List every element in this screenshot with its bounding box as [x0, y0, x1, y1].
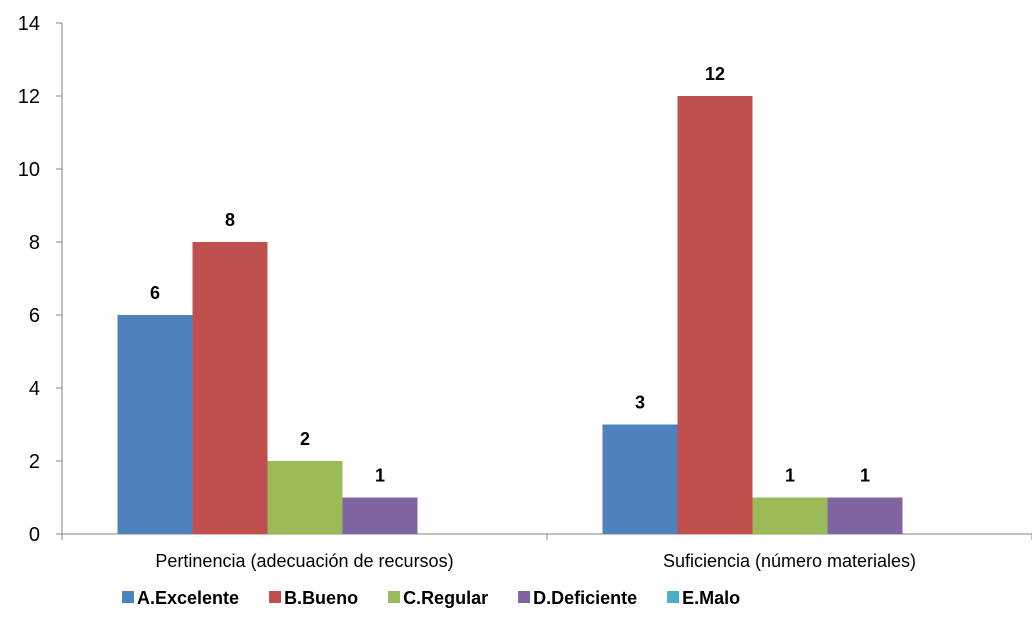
y-axis: 0 2 4 6 8 10 12 14 — [18, 13, 63, 546]
bar — [342, 497, 418, 534]
bar — [602, 424, 678, 534]
legend-swatch — [667, 591, 680, 603]
bars — [117, 96, 903, 534]
x-category-label: Suficiencia (número materiales) — [663, 551, 916, 571]
y-tick-label: 10 — [18, 159, 40, 181]
y-tick-label: 14 — [18, 13, 40, 35]
bar — [752, 497, 828, 534]
legend-swatch — [122, 591, 134, 603]
legend-label: D.Deficiente — [533, 588, 637, 608]
data-label: 8 — [225, 210, 235, 230]
bar — [117, 315, 193, 534]
data-label: 3 — [635, 393, 645, 413]
y-tick-label: 0 — [29, 524, 40, 546]
y-tick-label: 12 — [18, 86, 40, 108]
legend: A.Excelente B.Bueno C.Regular D.Deficiente E… — [122, 588, 740, 608]
legend-label: A.Excelente — [137, 588, 239, 608]
x-axis: Pertinencia (adecuación de recursos) Sufi… — [61, 533, 1032, 571]
data-label: 1 — [785, 466, 795, 486]
y-tick-label: 2 — [29, 451, 40, 473]
legend-label: B.Bueno — [284, 588, 358, 608]
bar — [192, 242, 268, 534]
y-tick-label: 4 — [29, 378, 40, 400]
legend-swatch — [518, 591, 531, 603]
legend-label: E.Malo — [682, 588, 740, 608]
legend-swatch — [269, 591, 282, 603]
y-tick-label: 6 — [29, 305, 40, 327]
y-tick-label: 8 — [29, 232, 40, 254]
data-label: 2 — [300, 429, 310, 449]
bar — [827, 497, 903, 534]
data-label: 1 — [860, 466, 870, 486]
bar — [677, 96, 753, 534]
data-label: 6 — [150, 283, 160, 303]
legend-swatch — [388, 591, 401, 603]
data-labels: 6 8 2 1 3 12 1 1 — [150, 64, 870, 486]
data-label: 1 — [375, 466, 385, 486]
bar — [267, 461, 343, 534]
x-category-label: Pertinencia (adecuación de recursos) — [155, 551, 453, 571]
data-label: 12 — [705, 64, 725, 84]
legend-label: C.Regular — [403, 588, 488, 608]
